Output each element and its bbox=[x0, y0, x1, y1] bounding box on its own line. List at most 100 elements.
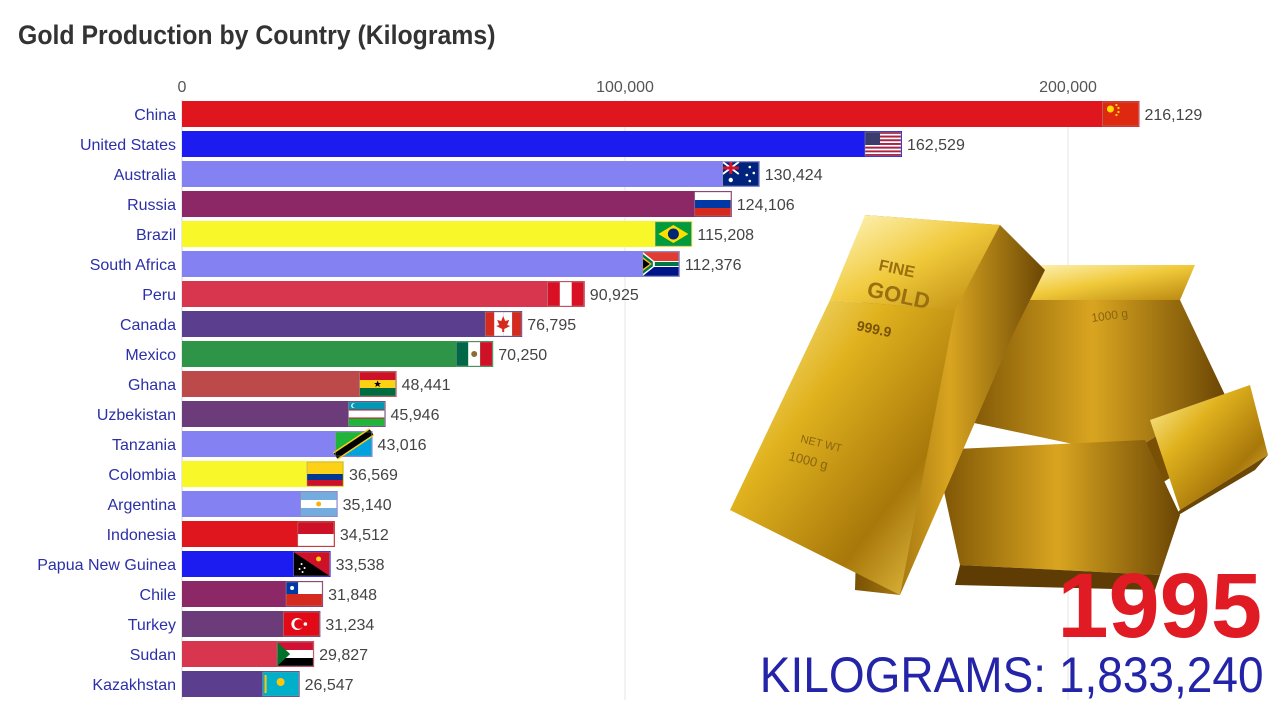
category-label: Tanzania bbox=[112, 437, 176, 454]
bar-row: Turkey 31,234 bbox=[128, 611, 374, 637]
bar-row: Mexico 70,250 bbox=[125, 341, 547, 367]
category-label: South Africa bbox=[90, 257, 176, 274]
sudan-flag bbox=[276, 641, 314, 667]
bar bbox=[182, 221, 693, 247]
bar-row: Sudan 29,827 bbox=[130, 641, 368, 667]
australia-flag bbox=[722, 161, 760, 187]
bar bbox=[182, 131, 903, 157]
bar-engraving-purity: 999.9 bbox=[855, 317, 893, 340]
category-label: Indonesia bbox=[107, 527, 176, 544]
value-label: 33,538 bbox=[336, 557, 385, 574]
category-label: Argentina bbox=[108, 497, 177, 514]
value-label: 112,376 bbox=[685, 257, 742, 274]
bar bbox=[182, 281, 585, 307]
papua-new-guinea-flag bbox=[293, 551, 330, 577]
value-label: 35,140 bbox=[343, 497, 392, 514]
bar bbox=[182, 251, 680, 277]
bar-row: Australia 130,424 bbox=[114, 161, 823, 187]
x-tick-label: 200,000 bbox=[1039, 79, 1097, 96]
peru-flag bbox=[547, 281, 585, 307]
category-label: Sudan bbox=[130, 647, 176, 664]
value-label: 124,106 bbox=[737, 197, 795, 214]
value-label: 26,547 bbox=[305, 677, 354, 694]
bar-row: United States 162,529 bbox=[80, 131, 965, 157]
category-label: Mexico bbox=[125, 347, 176, 364]
x-tick-label: 100,000 bbox=[596, 79, 654, 96]
value-label: 31,848 bbox=[328, 587, 377, 604]
ghana-flag bbox=[359, 371, 396, 397]
bar-engraving-back: 1000 g bbox=[1090, 306, 1128, 325]
gold-bars-icon: 1000 g FINE GOLD 999.9 NET WT 1000 g bbox=[730, 215, 1268, 595]
category-label: Brazil bbox=[136, 227, 176, 244]
turkey-flag bbox=[283, 611, 320, 637]
category-label: Peru bbox=[142, 287, 176, 304]
category-label: Uzbekistan bbox=[97, 407, 176, 424]
category-label: Ghana bbox=[128, 377, 176, 394]
bar-row: Tanzania 43,016 bbox=[112, 428, 427, 460]
bar-row: South Africa 112,376 bbox=[90, 251, 742, 277]
value-label: 48,441 bbox=[402, 377, 451, 394]
mexico-flag bbox=[455, 341, 493, 367]
bar-row: Chile 31,848 bbox=[140, 581, 377, 607]
chile-flag bbox=[285, 581, 323, 607]
bar-row: Peru 90,925 bbox=[142, 281, 639, 307]
bar-row: China 216,129 bbox=[134, 101, 1202, 127]
chart-title: Gold Production by Country (Kilograms) bbox=[18, 20, 496, 50]
bar-row: Uzbekistan 45,946 bbox=[97, 401, 440, 427]
bar-row: Colombia 36,569 bbox=[108, 461, 398, 487]
category-label: Colombia bbox=[108, 467, 176, 484]
category-label: Russia bbox=[127, 197, 176, 214]
total-label: KILOGRAMS: bbox=[760, 647, 1047, 703]
value-label: 76,795 bbox=[527, 317, 576, 334]
bar-row: Brazil 115,208 bbox=[136, 221, 754, 247]
value-label: 70,250 bbox=[498, 347, 547, 364]
kazakhstan-flag bbox=[262, 671, 299, 697]
china-flag bbox=[1102, 101, 1139, 127]
total-value: 1,833,240 bbox=[1059, 647, 1264, 703]
value-label: 29,827 bbox=[319, 647, 368, 664]
usa-flag bbox=[864, 131, 902, 157]
russia-flag bbox=[694, 191, 732, 217]
total-readout: KILOGRAMS: 1,833,240 bbox=[760, 650, 1264, 700]
category-label: United States bbox=[80, 137, 176, 154]
bar-row: Papua New Guinea 33,538 bbox=[37, 551, 385, 577]
uzbekistan-flag bbox=[348, 401, 385, 427]
value-label: 36,569 bbox=[349, 467, 398, 484]
bar bbox=[182, 101, 1140, 127]
category-label: Papua New Guinea bbox=[37, 557, 176, 574]
category-label: Turkey bbox=[128, 617, 176, 634]
argentina-flag bbox=[300, 491, 337, 517]
category-label: Australia bbox=[114, 167, 176, 184]
brazil-flag bbox=[655, 221, 692, 247]
value-label: 130,424 bbox=[765, 167, 823, 184]
value-label: 45,946 bbox=[391, 407, 440, 424]
bar-row: Kazakhstan 26,547 bbox=[92, 671, 354, 697]
indonesia-flag bbox=[297, 521, 335, 547]
year-label: 1995 bbox=[1057, 555, 1262, 657]
category-label: China bbox=[134, 107, 176, 124]
category-label: Chile bbox=[140, 587, 177, 604]
bar bbox=[182, 161, 760, 187]
value-label: 34,512 bbox=[340, 527, 389, 544]
x-tick-label: 0 bbox=[178, 79, 187, 96]
bar bbox=[182, 191, 732, 217]
bar bbox=[182, 311, 523, 337]
category-label: Kazakhstan bbox=[92, 677, 176, 694]
value-label: 90,925 bbox=[590, 287, 639, 304]
colombia-flag bbox=[306, 461, 344, 487]
bar-row: Indonesia 34,512 bbox=[107, 521, 389, 547]
value-label: 162,529 bbox=[907, 137, 965, 154]
category-label: Canada bbox=[120, 317, 176, 334]
value-label: 43,016 bbox=[378, 437, 427, 454]
south-africa-flag bbox=[642, 251, 680, 277]
bar bbox=[182, 341, 494, 367]
bar-row: Argentina 35,140 bbox=[108, 491, 392, 517]
tanzania-flag bbox=[333, 428, 375, 460]
canada-flag bbox=[484, 311, 522, 337]
bar-row: Russia 124,106 bbox=[127, 191, 795, 217]
value-label: 115,208 bbox=[697, 227, 754, 244]
value-label: 31,234 bbox=[325, 617, 374, 634]
bar-row: Canada 76,795 bbox=[120, 311, 576, 337]
value-label: 216,129 bbox=[1144, 107, 1202, 124]
